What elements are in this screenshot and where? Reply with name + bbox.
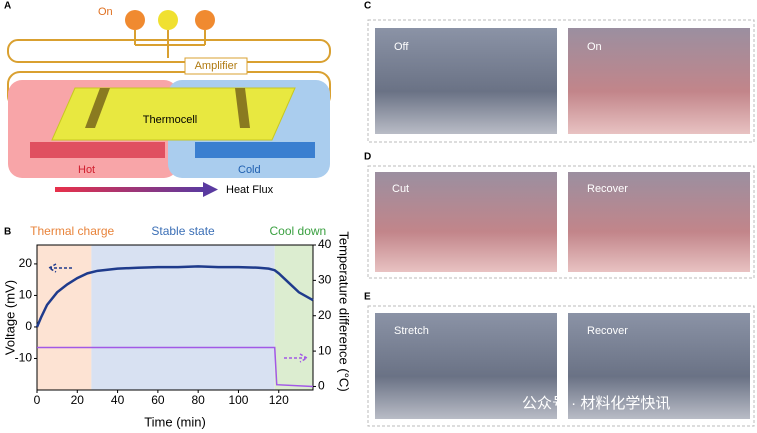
panel-frame bbox=[367, 305, 755, 427]
cold-plate bbox=[195, 142, 315, 158]
x-tick-label: 120 bbox=[269, 393, 289, 407]
amplifier: Amplifier bbox=[195, 60, 238, 72]
panel-b: B Thermal charge Stable state Cool down 0 20 4… bbox=[2, 224, 351, 429]
electrode bbox=[85, 88, 110, 128]
photo bbox=[375, 172, 557, 272]
hot-plate bbox=[30, 142, 165, 158]
plot-frame bbox=[36, 244, 314, 391]
hot-label: Hot bbox=[78, 164, 95, 176]
photo bbox=[375, 28, 557, 134]
y-axis-title: Voltage (mV) bbox=[2, 280, 17, 355]
photo bbox=[375, 313, 557, 419]
region-label: Thermal charge bbox=[30, 224, 114, 238]
panel-frame bbox=[367, 19, 755, 143]
axis-arrow bbox=[284, 353, 309, 363]
x-tick-label: 80 bbox=[191, 393, 205, 407]
led bbox=[195, 10, 215, 30]
region-label: Cool down bbox=[270, 224, 327, 238]
x-tick-label: 0 bbox=[34, 393, 41, 407]
x-tick-label: 40 bbox=[111, 393, 125, 407]
axis-arrow bbox=[47, 263, 72, 273]
panel-label: A bbox=[4, 1, 11, 12]
panel-label: C bbox=[364, 1, 371, 12]
photo-panels: C Off On D Cut Recover E Stretch Recover… bbox=[364, 1, 755, 427]
y-tick-label: 0 bbox=[25, 319, 32, 333]
led-state: On bbox=[98, 6, 113, 18]
y-tick-label: 20 bbox=[19, 256, 33, 270]
heat-flux: Heat Flux bbox=[226, 184, 274, 196]
x-tick-label: 100 bbox=[228, 393, 248, 407]
region bbox=[37, 245, 92, 390]
y2-tick-label: 10 bbox=[318, 343, 332, 357]
photo-label: Recover bbox=[587, 183, 628, 195]
y2-tick-label: 0 bbox=[318, 379, 325, 393]
x-tick-label: 60 bbox=[151, 393, 165, 407]
photo-label: Stretch bbox=[394, 325, 429, 337]
amplifier-box bbox=[184, 57, 248, 75]
photo-label: Off bbox=[394, 41, 409, 53]
y-tick-label: 10 bbox=[19, 288, 33, 302]
y-tick-label: -10 bbox=[15, 351, 33, 365]
photo-label: Cut bbox=[392, 183, 409, 195]
led bbox=[158, 10, 178, 30]
panel-label: B bbox=[4, 227, 11, 238]
cold-label: Cold bbox=[238, 164, 261, 176]
led bbox=[125, 10, 145, 30]
line bbox=[35, 265, 314, 328]
x-axis-title: Time (min) bbox=[144, 414, 206, 429]
panel-a: A On Amplifier Thermocell Hot Cold Heat … bbox=[4, 1, 331, 197]
photo bbox=[568, 313, 750, 419]
watermark: 公众号 · 材料化学快讯 bbox=[522, 395, 670, 412]
photo-label: On bbox=[587, 41, 602, 53]
x-tick-label: 20 bbox=[71, 393, 85, 407]
heat-flux-arrow bbox=[203, 182, 218, 197]
photo bbox=[568, 172, 750, 272]
panel-label: E bbox=[364, 292, 371, 303]
thermocell bbox=[51, 87, 296, 141]
y2-tick-label: 30 bbox=[318, 273, 332, 287]
y2-tick-label: 40 bbox=[318, 237, 332, 251]
y2-axis-title: Temperature difference (°C) bbox=[337, 231, 352, 391]
y2-tick-label: 20 bbox=[318, 308, 332, 322]
heat-flux-arrow bbox=[55, 187, 205, 192]
region-label: Stable state bbox=[151, 224, 215, 238]
thermocell-label: Thermocell bbox=[143, 114, 197, 126]
line bbox=[37, 346, 314, 388]
panel-frame bbox=[367, 165, 755, 279]
region bbox=[274, 245, 313, 390]
photo-label: Recover bbox=[587, 325, 628, 337]
photo bbox=[568, 28, 750, 134]
panel-label: D bbox=[364, 152, 371, 163]
electrode bbox=[235, 88, 250, 128]
